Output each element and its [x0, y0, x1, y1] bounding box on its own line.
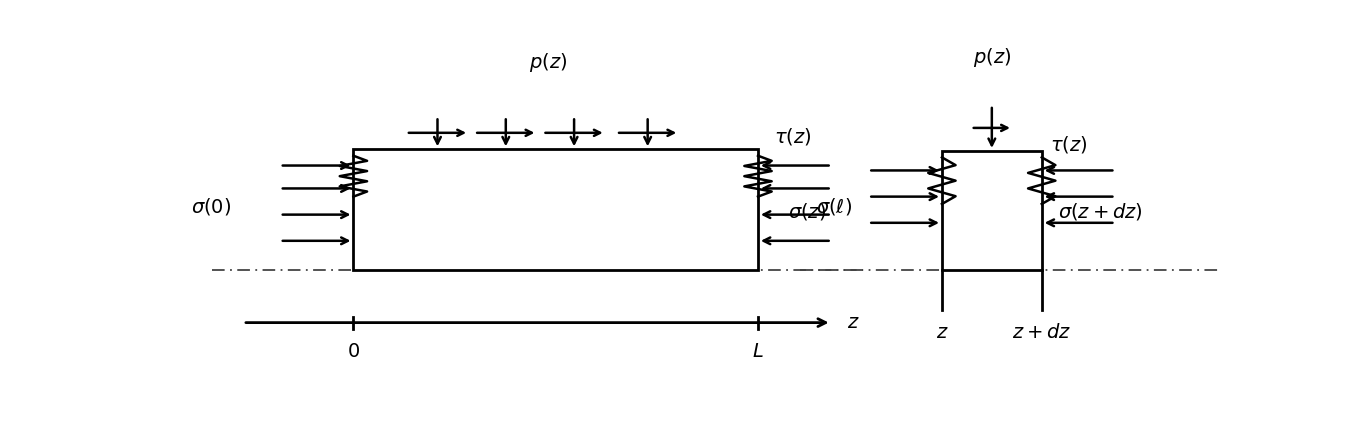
Polygon shape — [354, 149, 758, 270]
Text: $0$: $0$ — [347, 342, 359, 361]
Text: $p(z)$: $p(z)$ — [974, 46, 1012, 69]
Text: $\sigma(0)$: $\sigma(0)$ — [190, 196, 231, 217]
Text: $\tau(z)$: $\tau(z)$ — [1050, 134, 1088, 155]
Text: $\sigma(z)$: $\sigma(z)$ — [788, 201, 826, 222]
Text: $z$: $z$ — [936, 323, 948, 342]
Text: $L$: $L$ — [753, 342, 763, 361]
Text: $z$: $z$ — [848, 313, 860, 332]
Text: $\sigma(z+dz)$: $\sigma(z+dz)$ — [1058, 201, 1142, 222]
Text: $p(z)$: $p(z)$ — [529, 51, 567, 74]
Text: $z+dz$: $z+dz$ — [1012, 323, 1071, 342]
Polygon shape — [942, 151, 1041, 270]
Text: $\sigma(\ell)$: $\sigma(\ell)$ — [816, 196, 852, 217]
Text: $\tau(z)$: $\tau(z)$ — [774, 125, 811, 147]
